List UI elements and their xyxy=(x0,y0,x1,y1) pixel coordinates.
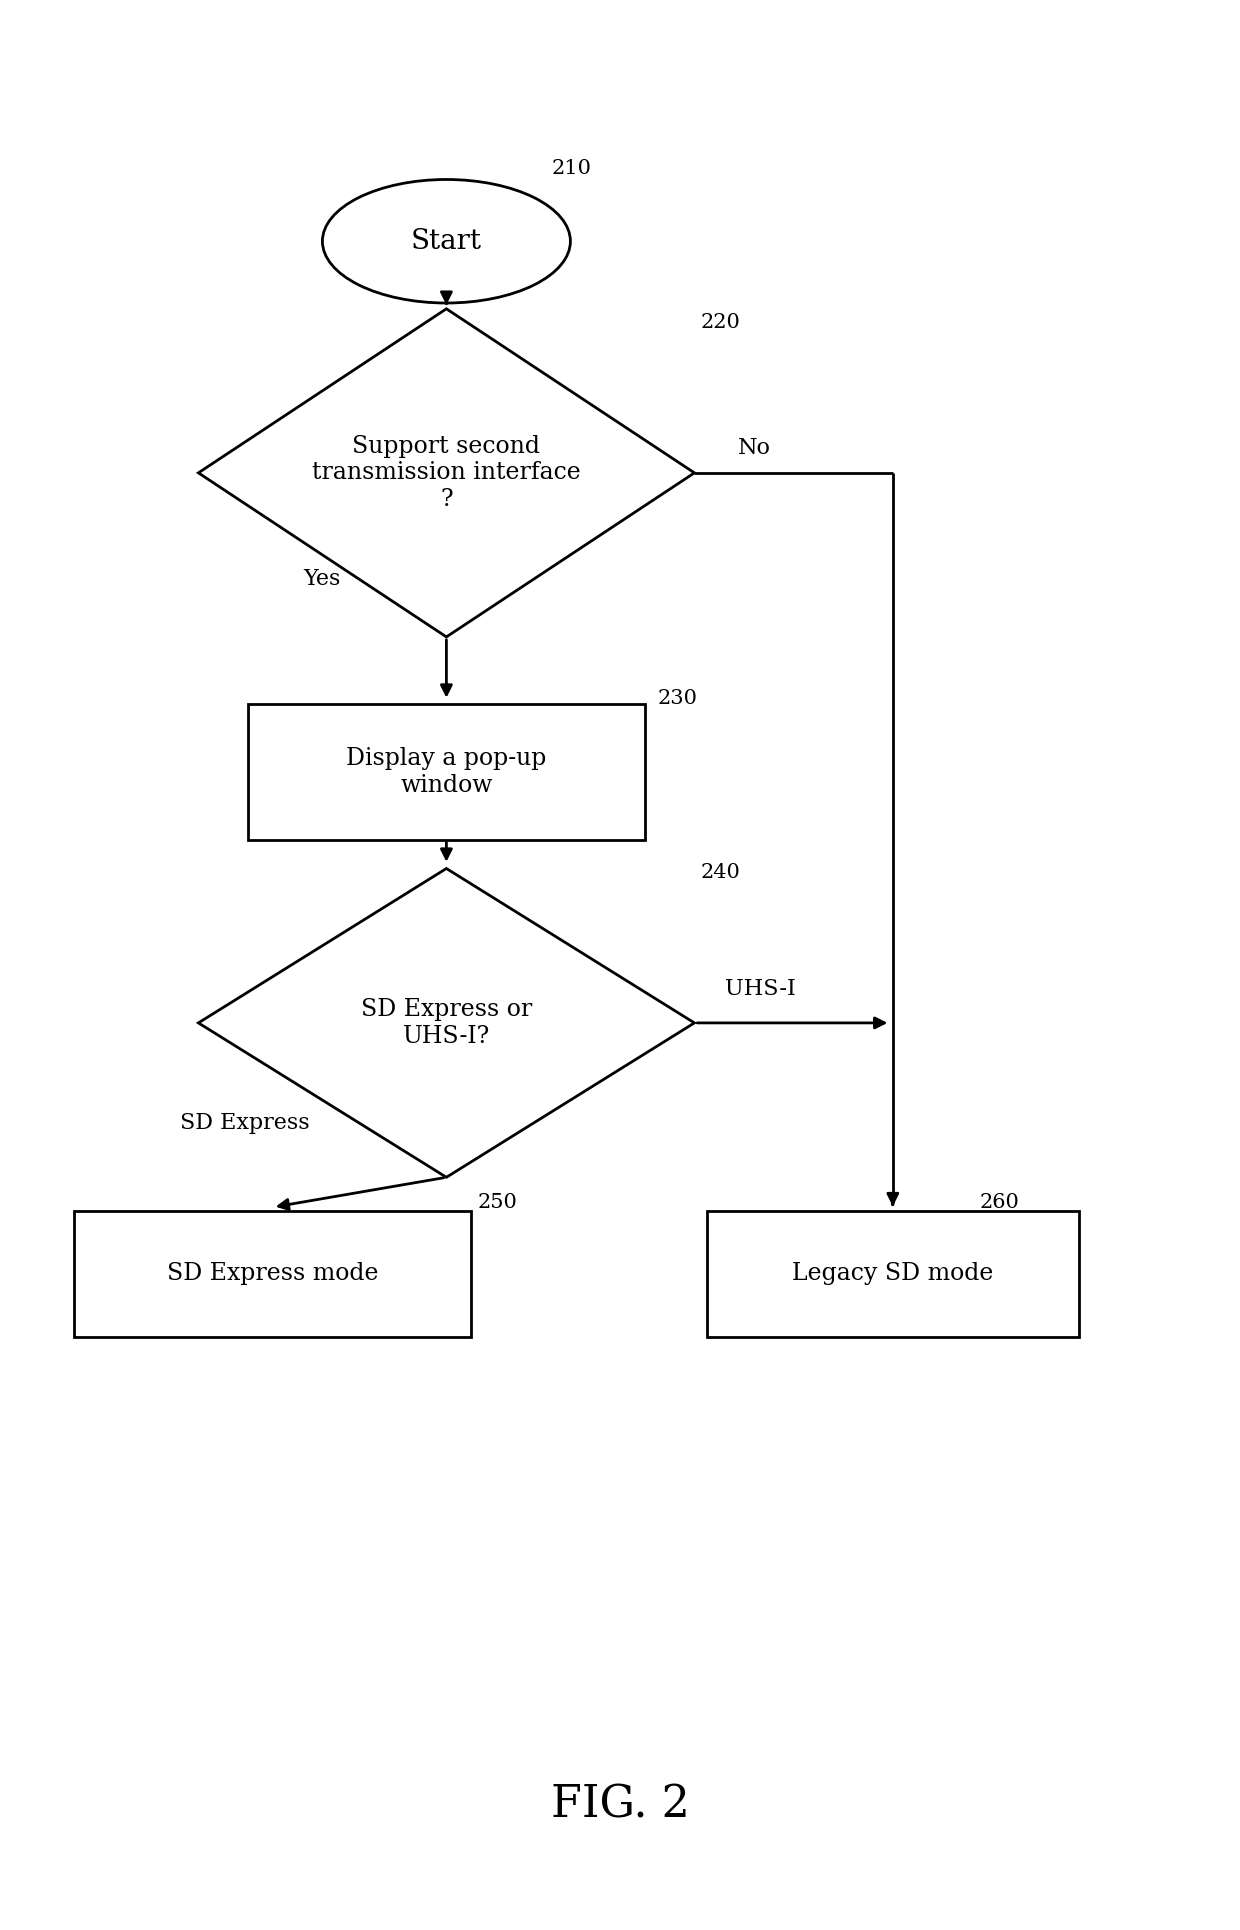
Bar xyxy=(707,1212,1079,1336)
Text: 210: 210 xyxy=(552,158,591,178)
Text: Support second
transmission interface
?: Support second transmission interface ? xyxy=(312,434,580,511)
Text: Yes: Yes xyxy=(304,567,341,591)
Text: 220: 220 xyxy=(701,313,740,332)
Text: SD Express: SD Express xyxy=(180,1112,310,1135)
Text: SD Express mode: SD Express mode xyxy=(167,1262,378,1285)
Text: 240: 240 xyxy=(701,863,740,882)
Text: FIG. 2: FIG. 2 xyxy=(551,1783,689,1826)
Text: Legacy SD mode: Legacy SD mode xyxy=(792,1262,993,1285)
Text: SD Express or
UHS-I?: SD Express or UHS-I? xyxy=(361,998,532,1048)
Text: Display a pop-up
window: Display a pop-up window xyxy=(346,747,547,797)
Text: UHS-I: UHS-I xyxy=(725,979,796,1000)
Text: 250: 250 xyxy=(477,1193,517,1212)
Text: 260: 260 xyxy=(980,1193,1019,1212)
Bar xyxy=(74,1212,471,1336)
Text: Start: Start xyxy=(410,228,482,255)
Text: No: No xyxy=(738,436,771,459)
Text: 230: 230 xyxy=(657,689,697,708)
Bar xyxy=(248,704,645,840)
